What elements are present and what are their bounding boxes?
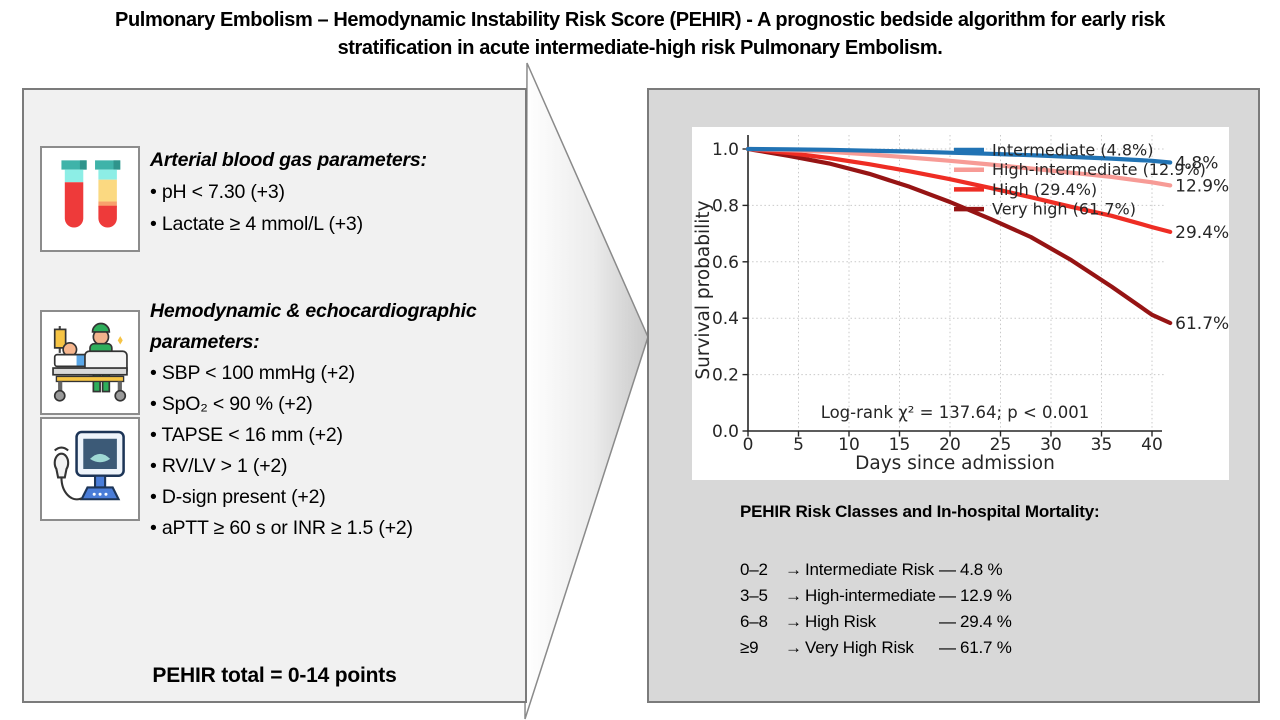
risk-row: 3–5 → High-intermediate —12.9 % xyxy=(740,583,1012,609)
risk-label: Very High Risk xyxy=(805,638,914,657)
risk-label: High-intermediate xyxy=(805,586,936,605)
risk-mortality: 61.7 % xyxy=(960,638,1012,657)
abg-section: Arterial blood gas parameters: pH < 7.30… xyxy=(150,144,538,240)
x-tick-label: 0 xyxy=(743,435,754,455)
survival-chart-box: 0 5 10 15 20 25 30 35 40 0.0 0.2 0.4 0.6 0.8 1.0 Interm… xyxy=(692,127,1229,480)
risk-mortality: 29.4 % xyxy=(960,612,1012,631)
dash-glyph: — xyxy=(939,560,956,579)
parameter-bullet: pH < 7.30 (+3) xyxy=(150,176,538,208)
arrow-glyph: → xyxy=(785,586,802,605)
survival-chart: 0 5 10 15 20 25 30 35 40 0.0 0.2 0.4 0.6 0.8 1.0 Interm… xyxy=(693,135,1229,474)
risk-label: Intermediate Risk xyxy=(805,560,934,579)
risk-row: ≥9 → Very High Risk —61.7 % xyxy=(740,635,1012,661)
x-tick-label: 20 xyxy=(939,435,961,455)
risk-table: 0–2 → Intermediate Risk —4.8 % 3–5 → High-inte… xyxy=(740,557,1012,661)
dash-glyph: — xyxy=(939,638,956,657)
risk-score: 6–8 xyxy=(740,612,768,631)
y-tick-label: 0.8 xyxy=(712,196,739,216)
blood-test-tubes-icon xyxy=(40,146,140,252)
hospital-bed-icon xyxy=(40,310,140,415)
x-tick-label: 30 xyxy=(1040,435,1062,455)
parameter-bullet: RV/LV > 1 (+2) xyxy=(150,451,538,482)
hemodynamic-bullets: SBP < 100 mmHg (+2)SpO₂ < 90 % (+2)TAPSE… xyxy=(150,358,538,544)
abg-bullets: pH < 7.30 (+3)Lactate ≥ 4 mmol/L (+3) xyxy=(150,176,538,240)
hemodynamic-section: Hemodynamic & echocardiographic paramete… xyxy=(150,296,538,544)
risk-score: 0–2 xyxy=(740,560,768,579)
risk-mortality: 4.8 % xyxy=(960,560,1003,579)
abg-heading: Arterial blood gas parameters: xyxy=(150,149,427,171)
legend-label: Very high (61.7%) xyxy=(992,200,1136,219)
ultrasound-machine-icon xyxy=(40,417,140,521)
end-label: 4.8% xyxy=(1175,154,1218,174)
parameter-bullet: SpO₂ < 90 % (+2) xyxy=(150,389,538,420)
hemodynamic-heading: Hemodynamic & echocardiographic paramete… xyxy=(150,300,477,353)
x-axis-label: Days since admission xyxy=(855,453,1055,474)
risk-score: 3–5 xyxy=(740,586,768,605)
y-axis-label: Survival probability xyxy=(693,200,714,379)
x-tick-label: 25 xyxy=(990,435,1012,455)
logrank-annotation: Log-rank χ² = 137.64; p < 0.001 xyxy=(821,403,1090,422)
end-label: 12.9% xyxy=(1175,176,1229,196)
dash-glyph: — xyxy=(939,586,956,605)
figure-title: Pulmonary Embolism – Hemodynamic Instabi… xyxy=(115,9,1165,59)
curve-high xyxy=(745,146,1173,235)
y-tick-label: 0.2 xyxy=(712,366,739,386)
legend-label: High-intermediate (12.9%) xyxy=(992,160,1206,179)
score-parameters-panel: Arterial blood gas parameters: pH < 7.30… xyxy=(22,88,527,703)
parameter-bullet: D-sign present (+2) xyxy=(150,482,538,513)
parameter-bullet: Lactate ≥ 4 mmol/L (+3) xyxy=(150,208,538,240)
parameter-bullet: TAPSE < 16 mm (+2) xyxy=(150,420,538,451)
arrow-glyph: → xyxy=(785,560,802,579)
y-tick-label: 0.0 xyxy=(712,422,739,442)
risk-row: 6–8 → High Risk —29.4 % xyxy=(740,609,1012,635)
results-panel: 0 5 10 15 20 25 30 35 40 0.0 0.2 0.4 0.6 0.8 1.0 Interm… xyxy=(647,88,1260,703)
y-tick-label: 1.0 xyxy=(712,140,739,160)
x-tick-label: 10 xyxy=(838,435,860,455)
pehir-total: PEHIR total = 0-14 points xyxy=(152,664,397,687)
end-label: 29.4% xyxy=(1175,223,1229,243)
legend-label: Intermediate (4.8%) xyxy=(992,141,1153,160)
x-tick-label: 40 xyxy=(1141,435,1163,455)
risk-row: 0–2 → Intermediate Risk —4.8 % xyxy=(740,557,1012,583)
parameter-bullet: aPTT ≥ 60 s or INR ≥ 1.5 (+2) xyxy=(150,513,538,544)
parameter-bullet: SBP < 100 mmHg (+2) xyxy=(150,358,538,389)
risk-score: ≥9 xyxy=(740,638,759,657)
curve-intermediate xyxy=(745,146,1173,165)
x-tick-label: 35 xyxy=(1091,435,1113,455)
arrow-glyph: → xyxy=(785,612,802,631)
legend-label: High (29.4%) xyxy=(992,180,1097,199)
risk-label: High Risk xyxy=(805,612,876,631)
risk-table-title: PEHIR Risk Classes and In-hospital Morta… xyxy=(740,502,1100,521)
arrow-glyph: → xyxy=(785,638,802,657)
x-tick-label: 15 xyxy=(889,435,911,455)
y-tick-label: 0.6 xyxy=(712,253,739,273)
risk-mortality: 12.9 % xyxy=(960,586,1012,605)
end-label: 61.7% xyxy=(1175,314,1229,334)
x-tick-label: 5 xyxy=(793,435,804,455)
y-tick-label: 0.4 xyxy=(712,309,739,329)
dash-glyph: — xyxy=(939,612,956,631)
